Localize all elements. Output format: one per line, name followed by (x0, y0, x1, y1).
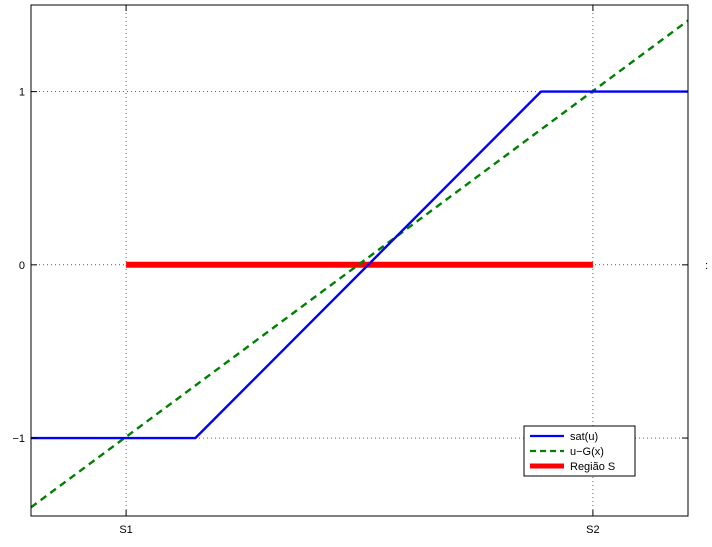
legend-label-ug: u−G(x) (570, 446, 604, 458)
y-tick-label: −1 (12, 433, 25, 445)
legend-label-regiao: Região S (570, 461, 615, 473)
y-tick-label: 1 (19, 87, 25, 99)
y-tick-label: 0 (19, 260, 25, 272)
series-group (30, 19, 689, 509)
right-edge-mark: : (705, 260, 708, 272)
legend: sat(u) u−G(x) Região S (523, 425, 636, 477)
series-u-minus-g-line (30, 19, 689, 509)
plot-frame (30, 4, 689, 517)
x-tick-label: S1 (119, 524, 132, 536)
ticks (31, 5, 688, 516)
x-tick-label: S2 (586, 524, 599, 536)
legend-label-sat: sat(u) (570, 431, 598, 443)
tick-labels: S1 S2 −1 0 1 (12, 87, 599, 536)
series-sat-line (31, 90, 688, 440)
